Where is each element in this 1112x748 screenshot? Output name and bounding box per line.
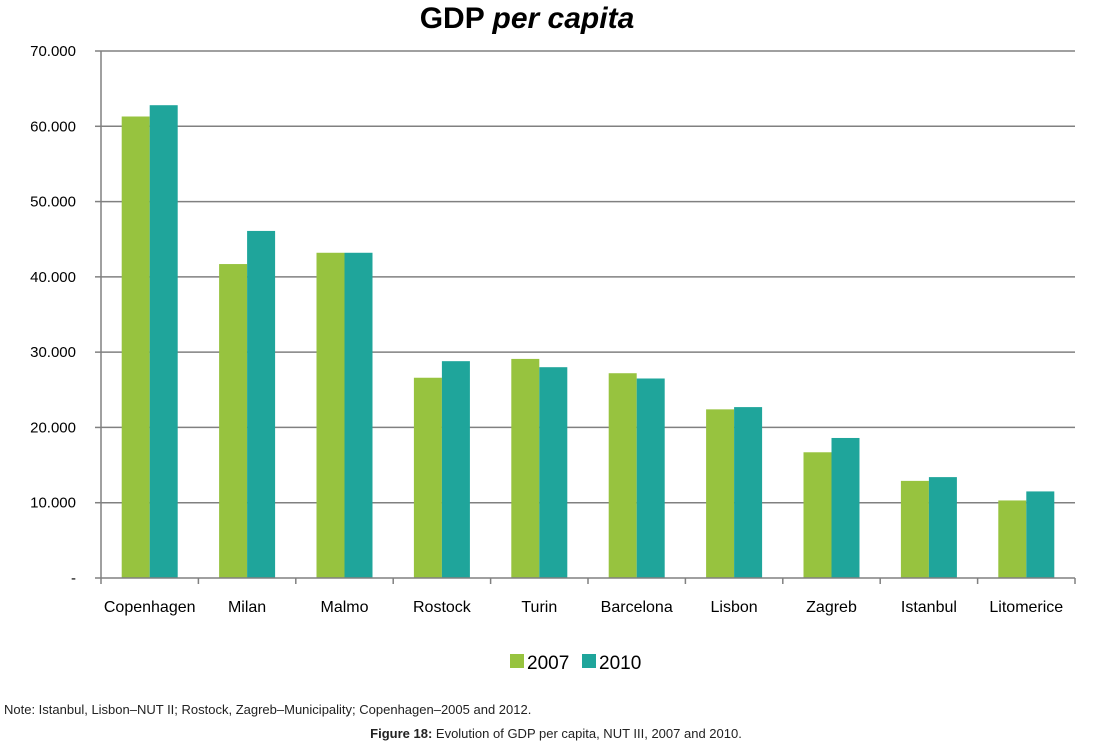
bar-2007-litomerice (998, 500, 1027, 578)
x-tick-label: Rostock (413, 599, 472, 616)
x-tick-label: Malmo (320, 599, 368, 616)
figure-caption-text: Evolution of GDP per capita, NUT III, 20… (432, 726, 742, 741)
bar-2010-litomerice (1026, 491, 1055, 578)
x-tick-label: Zagreb (806, 599, 857, 616)
x-tick-label: Litomerice (989, 599, 1063, 616)
bar-2007-malmo (316, 252, 345, 578)
x-tick-label: Milan (228, 599, 266, 616)
y-tick-label: 10.000 (30, 495, 76, 512)
chart-title-italic: per capita (492, 2, 635, 35)
figure-caption: Figure 18: Evolution of GDP per capita, … (0, 726, 1112, 741)
bar-2010-lisbon (734, 407, 763, 578)
x-tick-label: Copenhagen (104, 599, 196, 616)
bar-2010-copenhagen (149, 105, 178, 578)
bar-2007-zagreb (803, 452, 832, 578)
x-axis-category-labels: Copenhagen Milan Malmo Rostock Turin Barcelon… (104, 599, 1063, 616)
bar-2010-turin (539, 367, 568, 578)
y-tick-label: - (71, 570, 76, 587)
bar-2010-zagreb (831, 437, 860, 578)
legend: 2007 2010 (510, 653, 641, 674)
bar-2007-barcelona (608, 373, 637, 578)
bar-2010-malmo (344, 252, 373, 578)
x-tick-label: Istanbul (901, 599, 957, 616)
bar-2007-turin (511, 358, 540, 578)
x-tick-label: Lisbon (711, 599, 758, 616)
bar-2007-istanbul (900, 480, 929, 578)
bar-2007-lisbon (706, 409, 735, 578)
y-tick-label: 20.000 (30, 419, 76, 436)
y-tick-label: 70.000 (30, 43, 76, 60)
y-tick-label: 50.000 (30, 194, 76, 211)
legend-label-2010: 2010 (599, 653, 641, 674)
legend-swatch-2007 (510, 654, 524, 668)
x-tick-label: Turin (521, 599, 557, 616)
bar-2010-milan (247, 230, 276, 578)
y-tick-label: 30.000 (30, 344, 76, 361)
bar-2010-istanbul (928, 477, 957, 578)
bar-2007-rostock (413, 377, 442, 578)
chart-title: GDP per capita (420, 2, 635, 35)
legend-label-2007: 2007 (527, 653, 569, 674)
bar-2007-copenhagen (121, 116, 150, 579)
figure-caption-label: Figure 18: (370, 726, 433, 741)
gdp-chart: GDP per capita - 10.000 20.000 30.000 40.000… (30, 2, 1076, 674)
chart-note: Note: Istanbul, Lisbon–NUT II; Rostock, … (4, 702, 532, 717)
bars (121, 105, 1055, 579)
bar-2007-milan (219, 264, 248, 578)
chart-title-main: GDP (420, 2, 484, 35)
legend-swatch-2010 (582, 654, 596, 668)
bar-2010-rostock (441, 361, 470, 578)
axes (95, 50, 1076, 584)
x-tick-label: Barcelona (601, 599, 673, 616)
y-tick-label: 40.000 (30, 269, 76, 286)
y-axis-tick-labels: - 10.000 20.000 30.000 40.000 50.000 60.000 70.… (30, 43, 76, 587)
y-tick-label: 60.000 (30, 118, 76, 135)
bar-2010-barcelona (636, 378, 665, 578)
